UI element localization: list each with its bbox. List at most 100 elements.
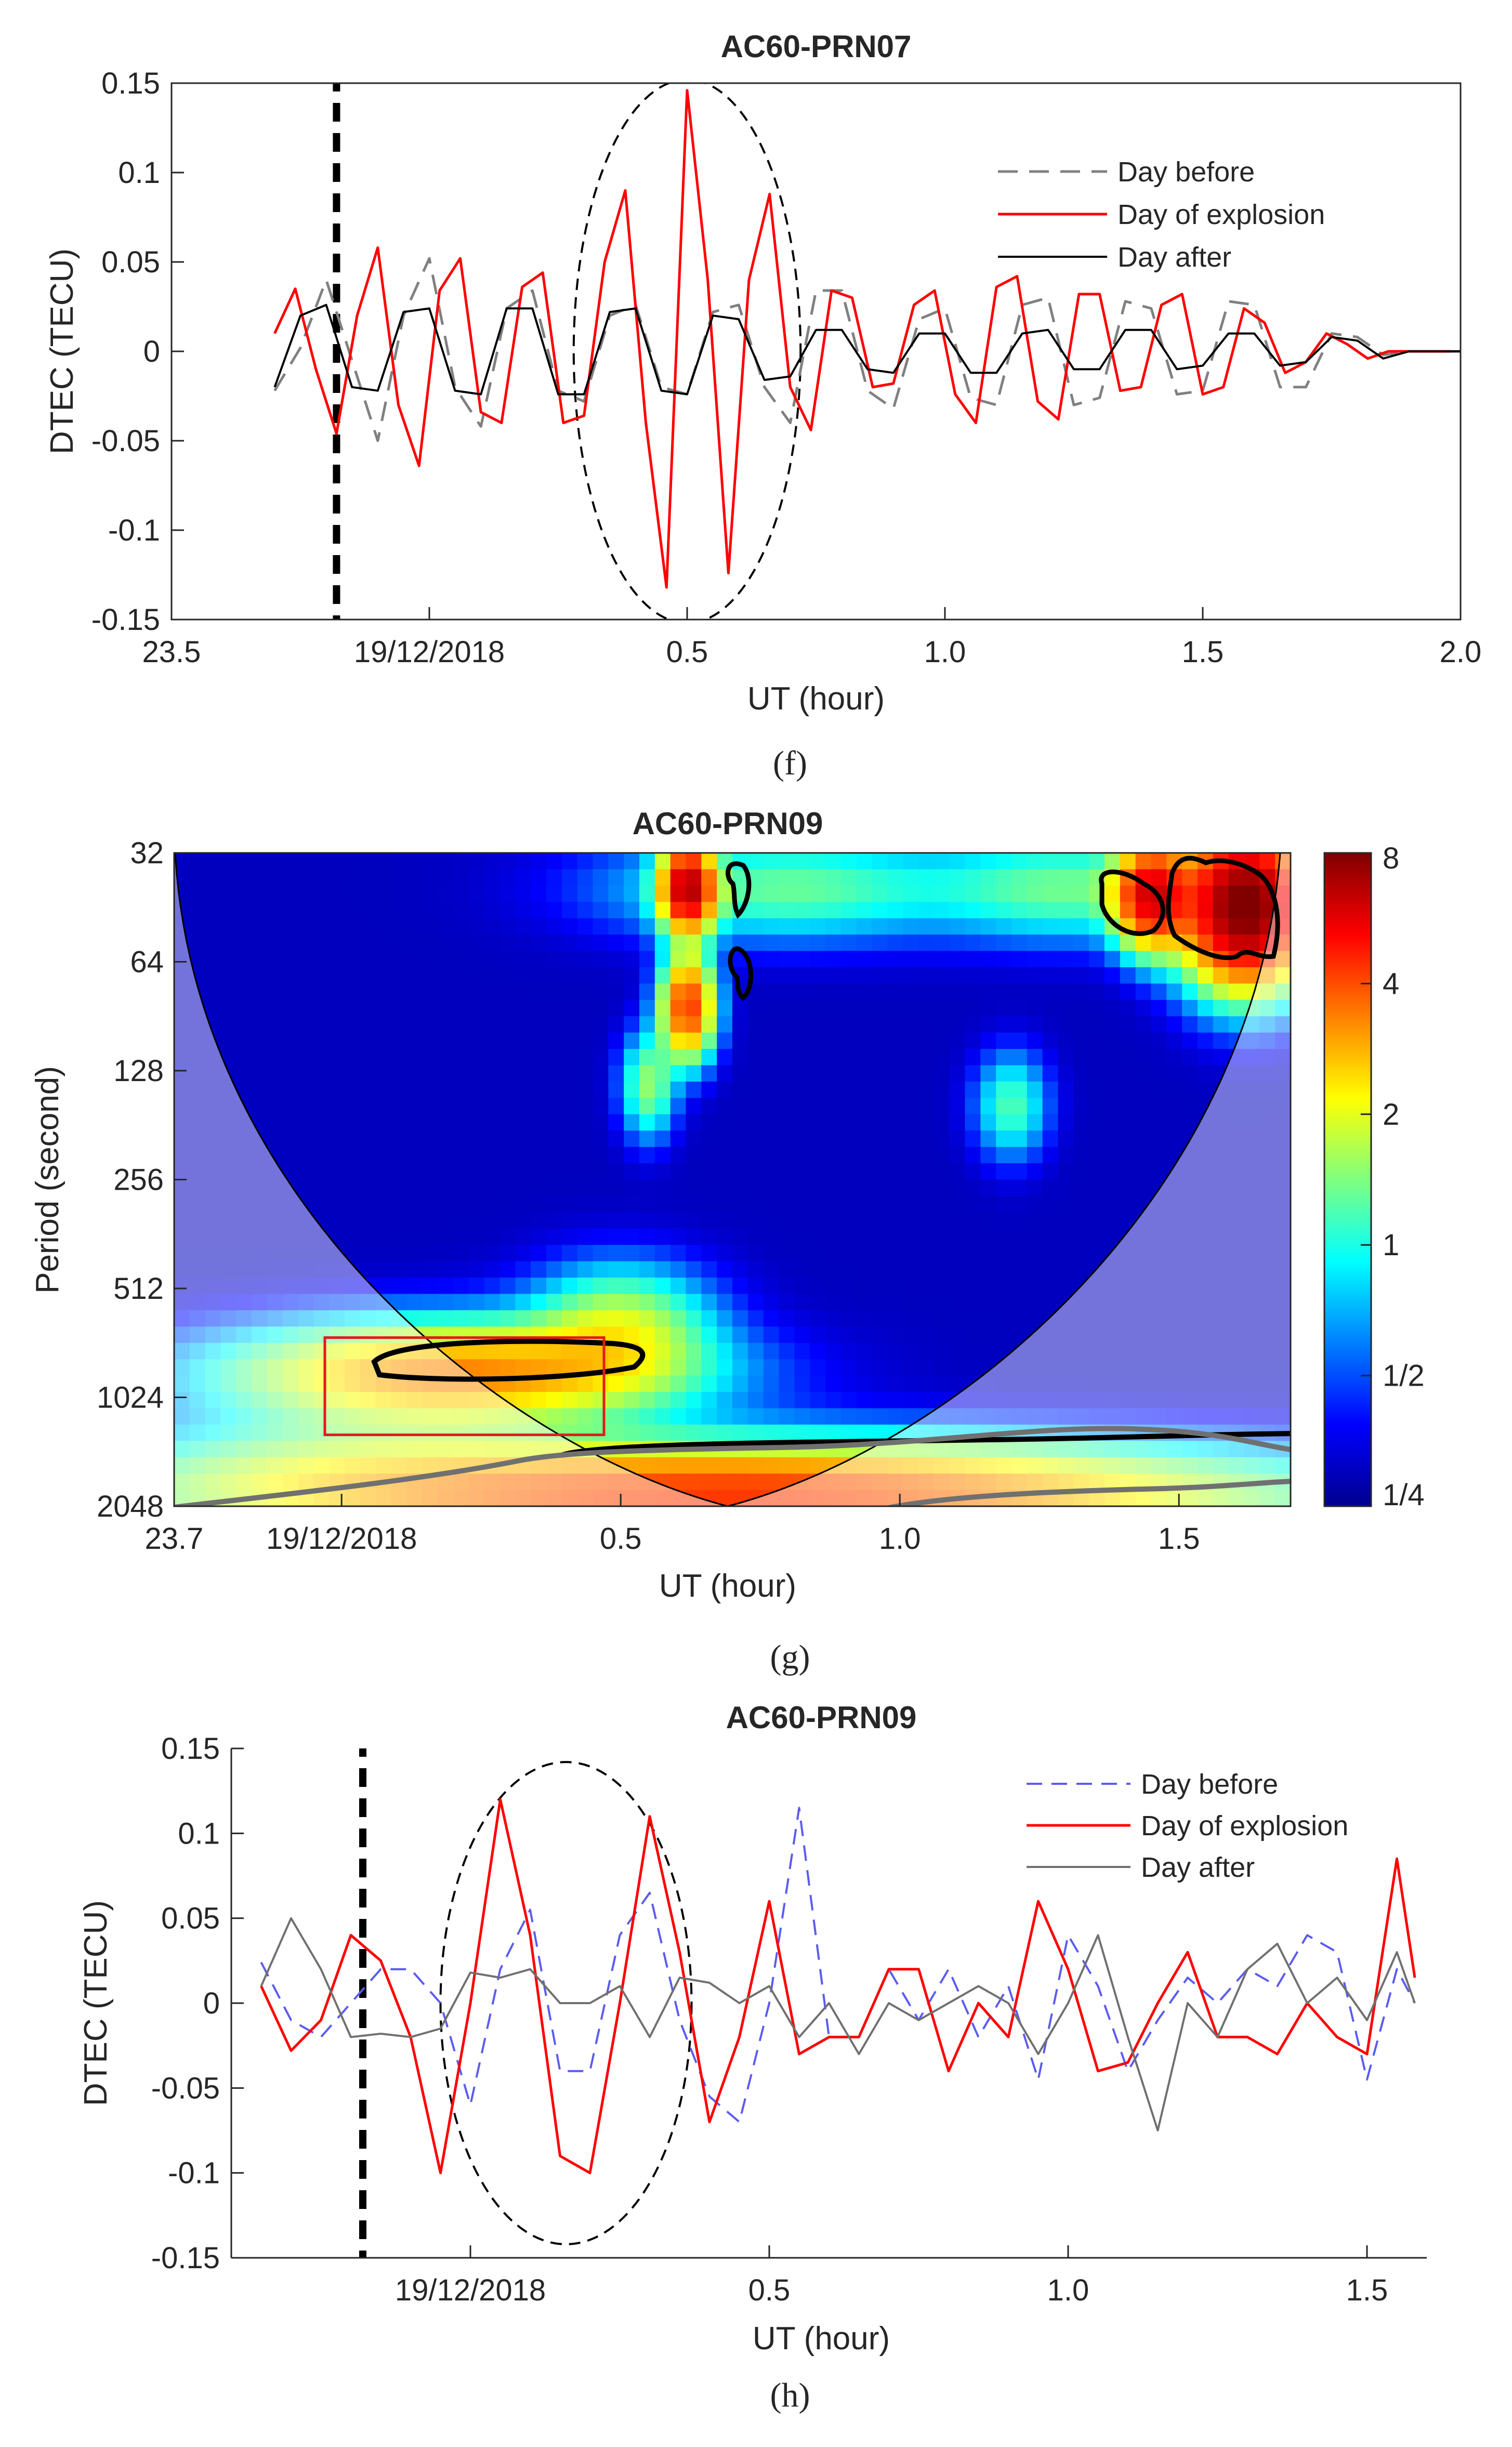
heatmap-cell <box>840 1065 857 1082</box>
heatmap-cell <box>515 935 531 952</box>
heatmap-cell <box>918 1245 935 1262</box>
heatmap-cell <box>205 1130 221 1148</box>
heatmap-cell <box>1027 1179 1043 1196</box>
heatmap-cell <box>887 1408 903 1425</box>
heatmap-cell <box>174 1359 190 1376</box>
heatmap-cell <box>561 1032 578 1049</box>
heatmap-cell <box>438 1490 454 1506</box>
heatmap-cell <box>1089 1310 1105 1327</box>
heatmap-cell <box>918 1457 935 1474</box>
heatmap-cell <box>1105 1441 1121 1458</box>
heatmap-cell <box>1042 1441 1059 1458</box>
heatmap-cell <box>1135 1245 1152 1262</box>
heatmap-cell <box>639 1163 655 1180</box>
heatmap-cell <box>1042 1212 1059 1229</box>
heatmap-cell <box>391 918 407 935</box>
heatmap-cell <box>887 1278 903 1295</box>
heatmap-cell <box>934 1294 950 1311</box>
heatmap-cell <box>282 1457 299 1474</box>
heatmap-cell <box>1166 967 1182 984</box>
heatmap-cell <box>1166 1179 1182 1196</box>
heatmap-cell <box>856 1424 873 1442</box>
heatmap-cell <box>1089 935 1105 952</box>
heatmap-cell <box>375 1147 392 1164</box>
heatmap-cell <box>438 1163 454 1180</box>
heatmap-cell <box>531 1179 547 1196</box>
heatmap-cell <box>1073 1457 1089 1474</box>
panel-g-ytick-label-4: 512 <box>113 1272 164 1306</box>
heatmap-cell <box>1089 1147 1105 1164</box>
heatmap-cell <box>220 1147 237 1164</box>
panel-f-legend-day-after: Day after <box>1117 242 1231 273</box>
heatmap-cell <box>360 1343 376 1360</box>
heatmap-cell <box>1182 1343 1198 1360</box>
heatmap-cell <box>763 1098 780 1115</box>
heatmap-cell <box>546 1278 562 1295</box>
heatmap-cell <box>1105 1310 1121 1327</box>
heatmap-cell <box>391 1130 407 1148</box>
heatmap-cell <box>345 1212 361 1229</box>
heatmap-cell <box>624 1278 640 1295</box>
heatmap-cell <box>1011 1179 1028 1196</box>
heatmap-cell <box>406 1359 423 1376</box>
heatmap-cell <box>499 1474 516 1491</box>
heatmap-cell <box>593 983 609 1001</box>
panel-h-legend-day-after: Day after <box>1141 1852 1255 1883</box>
heatmap-cell <box>484 1245 501 1262</box>
heatmap-cell <box>593 869 609 886</box>
heatmap-cell <box>810 951 826 968</box>
heatmap-cell <box>484 1228 501 1246</box>
heatmap-cell <box>856 1049 873 1066</box>
heatmap-cell <box>1027 1441 1043 1458</box>
heatmap-cell <box>872 1261 888 1278</box>
heatmap-cell <box>1120 1065 1136 1082</box>
heatmap-cell <box>840 853 857 870</box>
heatmap-cell <box>345 1441 361 1458</box>
heatmap-cell <box>608 1130 624 1148</box>
heatmap-cell <box>453 1408 469 1425</box>
heatmap-cell <box>1105 1326 1121 1344</box>
heatmap-cell <box>252 1326 268 1344</box>
heatmap-cell <box>531 935 547 952</box>
heatmap-cell <box>934 1212 950 1229</box>
heatmap-cell <box>438 967 454 984</box>
heatmap-cell <box>236 1049 252 1066</box>
panel-f-series-day-after <box>273 304 1461 396</box>
heatmap-cell <box>453 1147 469 1164</box>
heatmap-cell <box>1027 1278 1043 1295</box>
heatmap-cell <box>686 1114 702 1132</box>
heatmap-cell <box>624 1212 640 1229</box>
heatmap-cell <box>174 1130 190 1148</box>
heatmap-cell <box>298 853 314 870</box>
heatmap-cell <box>1275 1114 1291 1132</box>
heatmap-cell <box>1011 1408 1028 1425</box>
heatmap-cell <box>701 1474 717 1491</box>
heatmap-cell <box>670 1392 687 1409</box>
heatmap-cell <box>1198 885 1214 903</box>
panel-f-legend: Day before Day of explosion Day after <box>998 156 1325 273</box>
heatmap-cell <box>1073 967 1089 984</box>
heatmap-cell <box>763 999 780 1017</box>
heatmap-cell <box>670 918 687 935</box>
heatmap-cell <box>794 1490 810 1506</box>
heatmap-cell <box>934 999 950 1017</box>
heatmap-cell <box>887 1343 903 1360</box>
heatmap-cell <box>561 951 578 968</box>
heatmap-cell <box>779 1424 795 1442</box>
heatmap-cell <box>856 1114 873 1132</box>
heatmap-cell <box>593 1310 609 1327</box>
heatmap-cell <box>298 1179 314 1196</box>
heatmap-cell <box>1275 853 1291 870</box>
heatmap-cell <box>1151 1195 1167 1213</box>
heatmap-cell <box>872 1359 888 1376</box>
heatmap-cell <box>763 1228 780 1246</box>
heatmap-cell <box>282 1081 299 1099</box>
heatmap-cell <box>794 869 810 886</box>
heatmap-cell <box>701 1114 717 1132</box>
heatmap-cell <box>934 935 950 952</box>
heatmap-cell <box>531 885 547 903</box>
heatmap-cell <box>1089 1245 1105 1262</box>
heatmap-cell <box>438 1359 454 1376</box>
panel-f-ytick-label-4: -0.05 <box>91 424 160 458</box>
heatmap-cell <box>1213 1310 1229 1327</box>
